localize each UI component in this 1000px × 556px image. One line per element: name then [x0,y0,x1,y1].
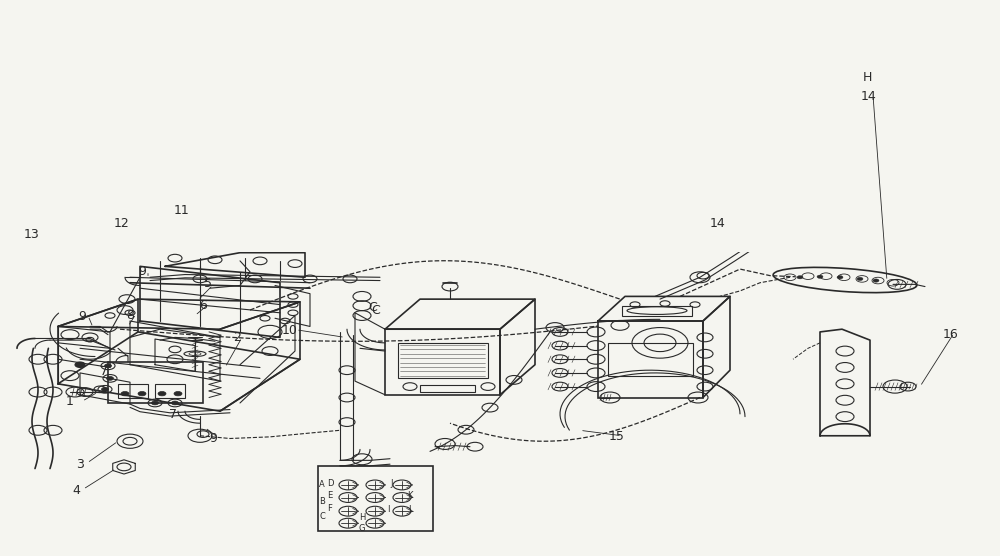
Circle shape [837,276,843,279]
Text: 6: 6 [199,299,207,312]
Text: 12: 12 [114,217,130,230]
Circle shape [172,401,178,405]
Text: 4: 4 [72,484,80,497]
Text: 16: 16 [943,328,959,341]
Text: K: K [407,492,413,500]
Circle shape [152,401,158,405]
Text: G: G [359,524,365,533]
Text: 3: 3 [76,458,84,471]
Text: 15: 15 [609,430,625,443]
Text: C: C [372,304,380,316]
Bar [108,362,203,403]
Bar [118,384,148,398]
Text: 11: 11 [174,204,190,217]
Circle shape [104,364,112,368]
Circle shape [873,279,879,282]
Text: 2: 2 [233,331,241,344]
Bar [155,384,185,398]
Text: D: D [327,479,333,488]
Text: I: I [387,505,389,514]
Circle shape [174,391,182,396]
Circle shape [817,275,823,279]
Text: F: F [328,504,332,513]
Circle shape [102,388,108,391]
Text: A: A [319,480,325,489]
Text: 9: 9 [138,265,146,279]
Circle shape [797,276,803,279]
Text: E: E [327,492,333,500]
Circle shape [857,277,863,281]
Text: H: H [862,71,872,85]
Text: 9: 9 [78,310,86,323]
Text: B: B [319,497,325,506]
Text: 13: 13 [24,228,40,241]
Circle shape [106,376,114,380]
Text: 8: 8 [126,309,134,322]
Text: 14: 14 [861,91,877,103]
Text: 9: 9 [209,432,217,445]
Bar [598,321,703,398]
Bar [318,466,433,532]
Text: 10: 10 [282,324,298,337]
Text: 7: 7 [169,409,177,421]
Bar [622,306,692,315]
Circle shape [158,391,166,396]
Text: C: C [369,301,377,314]
Text: H: H [359,513,365,522]
Bar [608,343,693,376]
Bar [398,343,488,379]
Text: J: J [391,479,393,488]
Text: 5: 5 [204,277,212,290]
Bar [385,329,500,395]
Circle shape [138,391,146,396]
Circle shape [75,362,85,368]
Text: C: C [319,512,325,520]
Text: 1: 1 [66,395,74,408]
Circle shape [121,391,129,396]
Text: L: L [408,505,412,514]
Bar [420,385,475,392]
Text: 7: 7 [100,365,108,378]
Text: 14: 14 [710,217,726,230]
